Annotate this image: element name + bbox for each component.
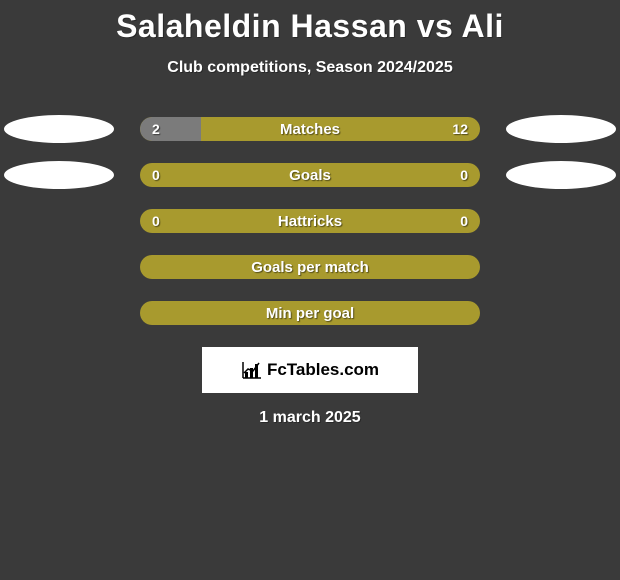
stat-value-right: 0 [460,213,468,229]
stat-row: Goals per match [0,255,620,279]
stat-bar: Goals per match [140,255,480,279]
stat-row: Min per goal [0,301,620,325]
stat-bar: Min per goal [140,301,480,325]
stat-label: Hattricks [140,213,480,230]
comparison-infographic: Salaheldin Hassan vs Ali Club competitio… [0,0,620,580]
player-right-ellipse [506,161,616,189]
stat-row: Goals0 0 [0,163,620,187]
chart-icon [241,360,263,380]
stat-bar: Goals0 0 [140,163,480,187]
stat-label: Goals [140,167,480,184]
stat-bar: Matches2 12 [140,117,480,141]
logo-text: FcTables.com [267,360,379,380]
stat-value-right: 0 [460,167,468,183]
stat-bar: Hattricks0 0 [140,209,480,233]
logo-box: FcTables.com [202,347,418,393]
date-text: 1 march 2025 [0,409,620,427]
player-right-ellipse [506,115,616,143]
page-subtitle: Club competitions, Season 2024/2025 [0,59,620,77]
page-title: Salaheldin Hassan vs Ali [0,0,620,45]
stat-label: Min per goal [140,305,480,322]
player-left-ellipse [4,161,114,189]
stat-value-right: 12 [452,121,468,137]
stat-label: Matches [140,121,480,138]
stat-value-left: 2 [152,121,160,137]
stat-row: Hattricks0 0 [0,209,620,233]
stat-row: Matches2 12 [0,117,620,141]
stat-value-left: 0 [152,167,160,183]
player-left-ellipse [4,115,114,143]
stat-label: Goals per match [140,259,480,276]
stat-value-left: 0 [152,213,160,229]
stats-area: Matches212Goals00Hattricks00Goals per ma… [0,117,620,325]
